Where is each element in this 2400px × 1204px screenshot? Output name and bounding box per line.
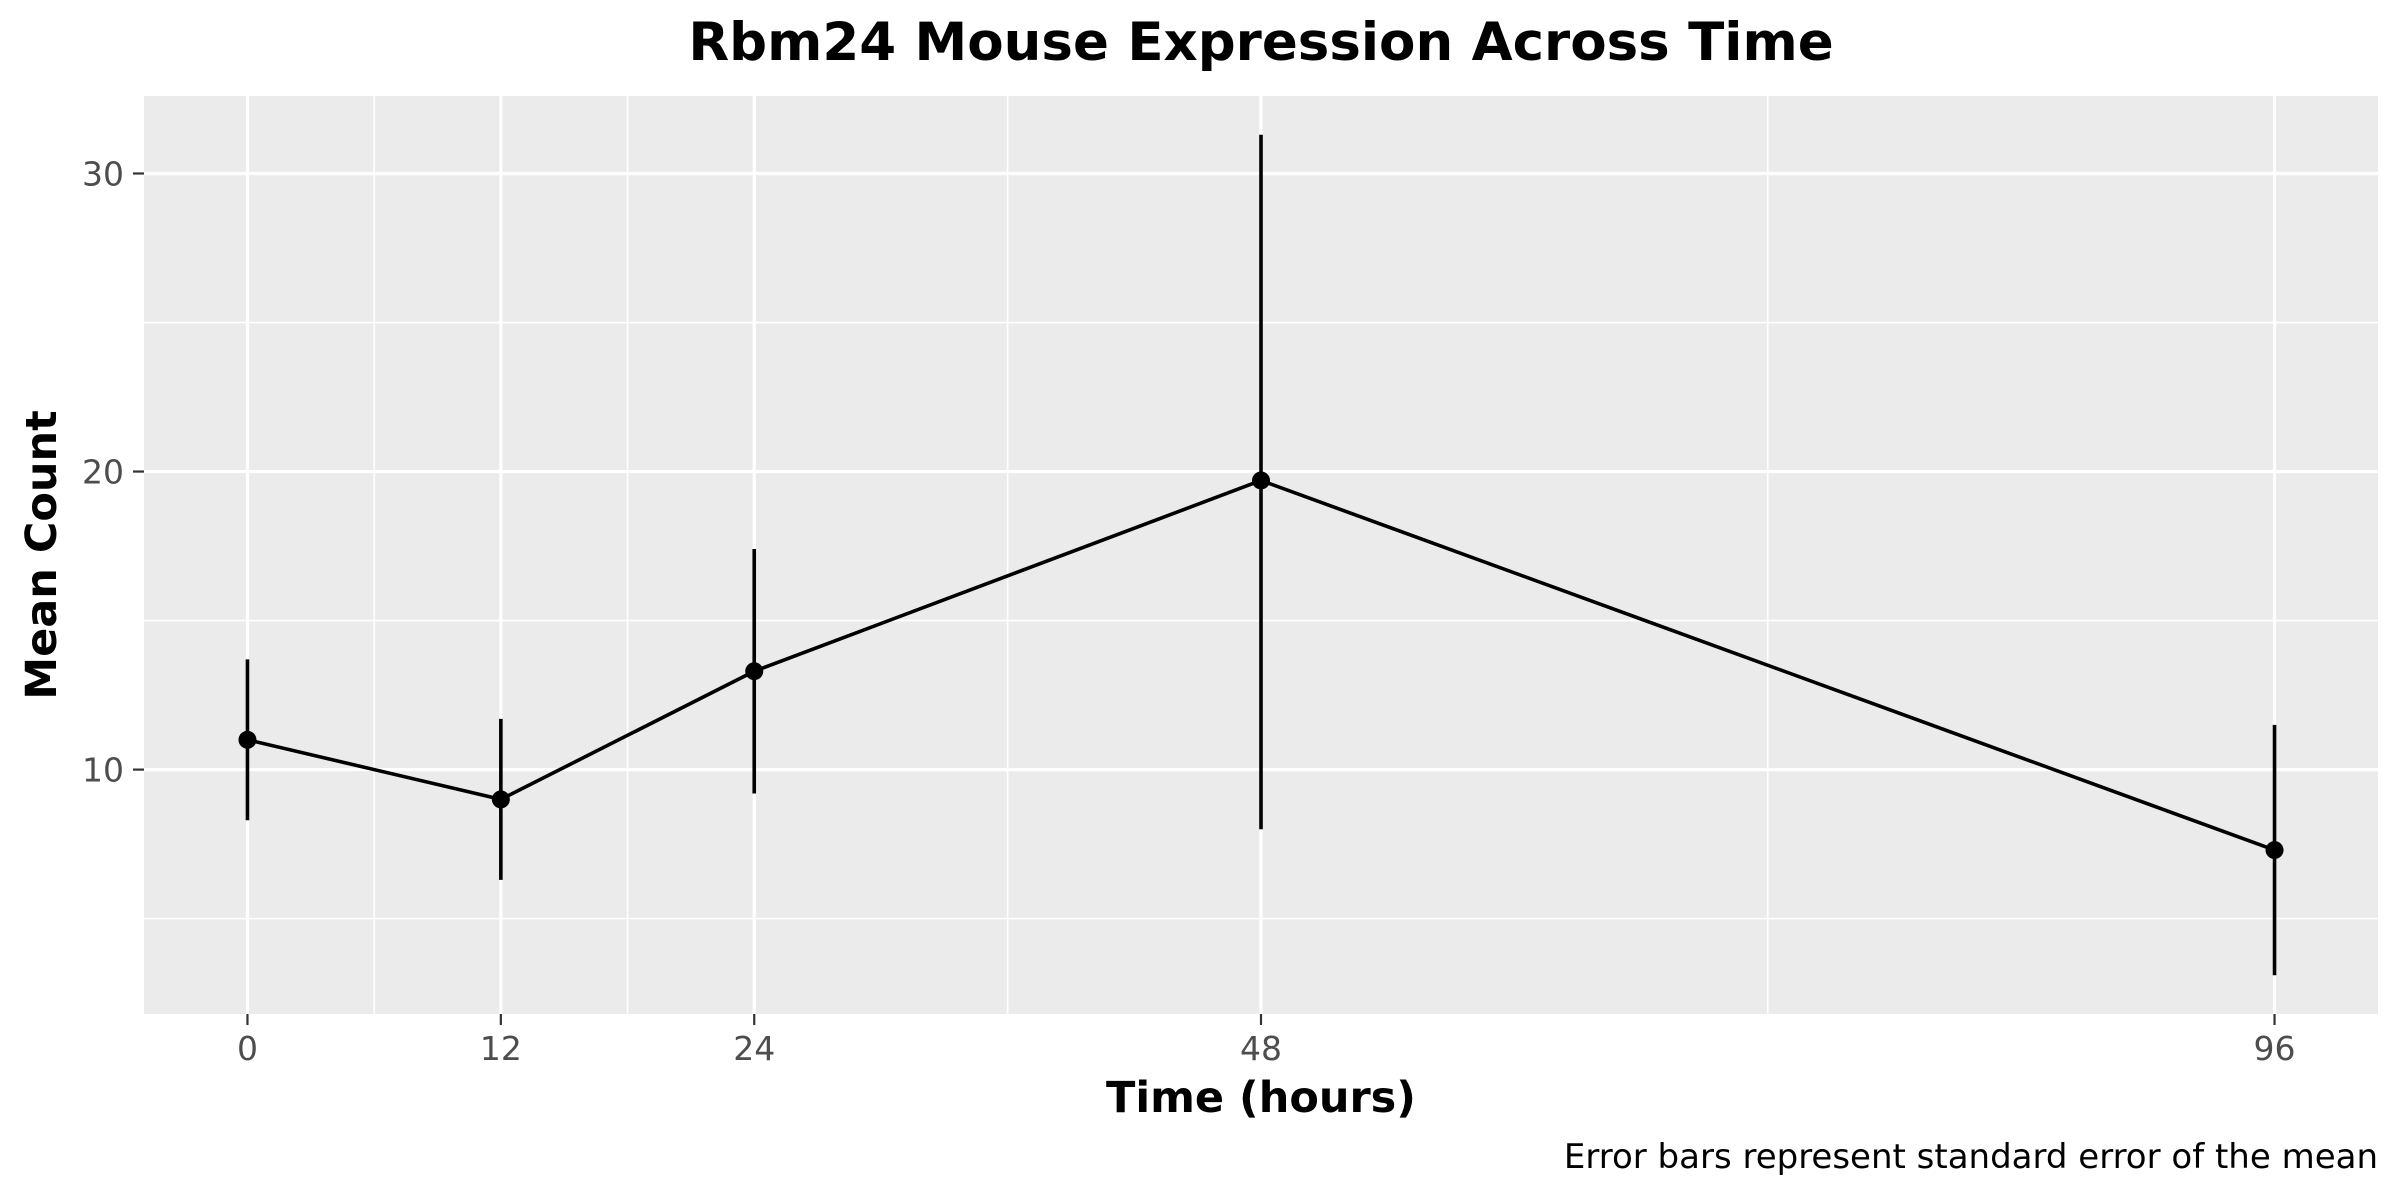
chart-caption: Error bars represent standard error of t…: [1564, 1137, 2378, 1177]
x-axis: 0 12 24 48 96: [237, 1014, 2296, 1068]
x-tick-label: 12: [480, 1029, 522, 1068]
y-tick-label: 10: [82, 751, 124, 790]
data-point: [745, 662, 764, 681]
x-tick-label: 24: [733, 1029, 775, 1068]
x-tick-label: 48: [1240, 1029, 1282, 1068]
series-layer: [238, 134, 2284, 976]
x-axis-title: Time (hours): [1106, 1073, 1416, 1123]
y-axis-title: Mean Count: [17, 410, 67, 699]
y-tick-label: 30: [82, 154, 124, 193]
x-tick-label: 96: [2254, 1029, 2296, 1068]
chart-title: Rbm24 Mouse Expression Across Time: [688, 12, 1833, 73]
data-point: [1252, 471, 1270, 490]
y-tick-label: 20: [82, 453, 124, 492]
data-point: [2265, 841, 2284, 860]
y-axis: 10 20 30: [82, 154, 144, 790]
data-point: [238, 730, 257, 749]
x-tick-label: 0: [237, 1029, 258, 1068]
data-point: [491, 790, 510, 809]
